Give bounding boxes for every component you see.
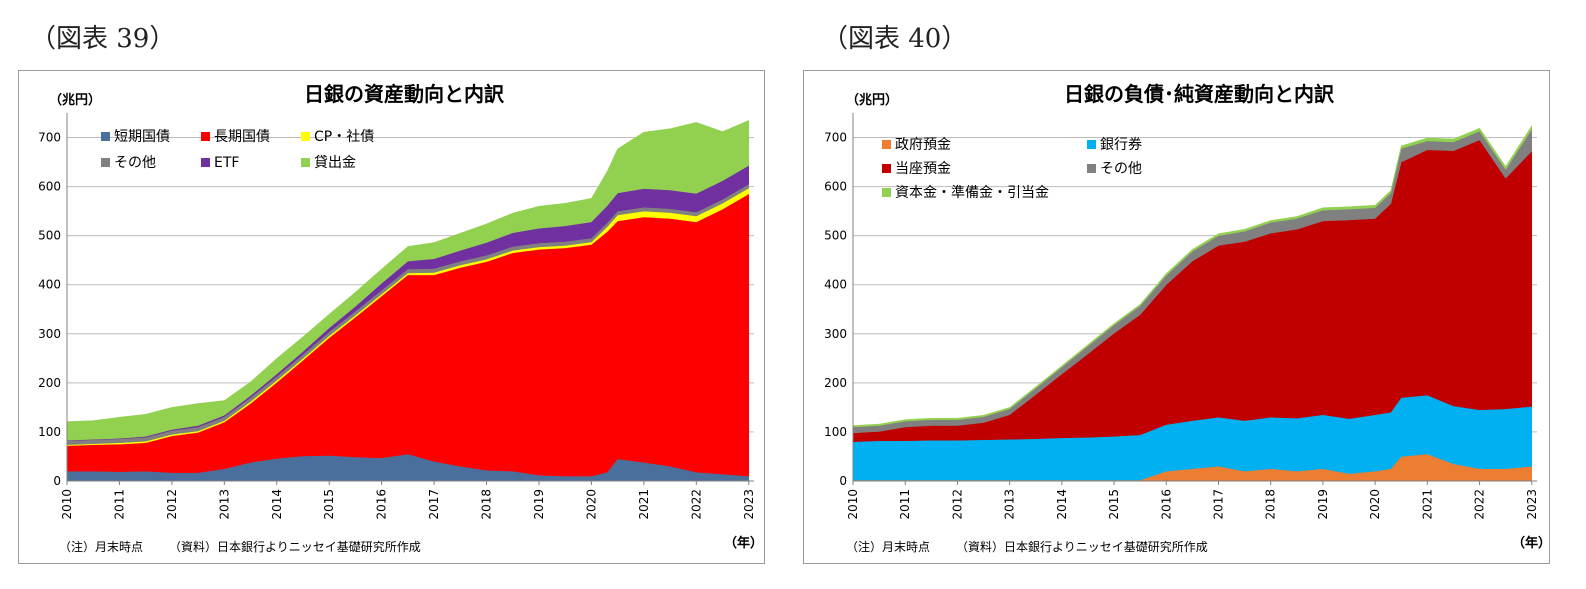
chart-panel-assets: 日銀の資産動向と内訳 （兆円） （年） （注）月末時点 （資料）日本銀行よりニッ… [18, 70, 765, 564]
legend-label: 貸出金 [314, 155, 356, 171]
y-tick-label: 200 [824, 376, 847, 390]
legend-label: 短期国債 [114, 129, 170, 145]
figure-label-40: （図表 40） [822, 24, 968, 54]
x-tick-label: 2022 [1473, 489, 1487, 520]
y-tick-label: 700 [824, 131, 847, 145]
legend-label: その他 [114, 155, 156, 171]
legend-label: 長期国債 [214, 129, 270, 145]
x-tick-label: 2015 [1107, 489, 1121, 520]
assets-stacked-area-chart: 日銀の資産動向と内訳 （兆円） （年） （注）月末時点 （資料）日本銀行よりニッ… [38, 82, 763, 554]
figure-label-39: （図表 39） [30, 24, 176, 54]
area-資本金・準備金・引当金 [852, 124, 1533, 428]
legend-swatch [301, 158, 310, 167]
legend-swatch [882, 140, 891, 149]
legend-label: 資本金・準備金・引当金 [895, 185, 1049, 201]
area-series [852, 124, 1533, 482]
legend-label: 政府預金 [895, 137, 951, 153]
x-tick-label: 2017 [1211, 489, 1225, 520]
footnote: （注）月末時点 [59, 539, 143, 554]
chart-title: 日銀の負債･純資産動向と内訳 [1064, 82, 1335, 106]
legend-swatch [1087, 164, 1096, 173]
x-axis-label: （年） [1512, 535, 1549, 551]
y-tick-label: 600 [38, 180, 61, 194]
x-tick-label: 2011 [898, 489, 912, 520]
x-tick-label: 2010 [846, 489, 860, 520]
x-axis-label: （年） [724, 535, 763, 551]
y-axis-label: （兆円） [49, 92, 101, 108]
legend-swatch [101, 132, 110, 141]
x-tick-label: 2020 [584, 489, 598, 520]
y-tick-label: 300 [824, 327, 847, 341]
legend-label: 当座預金 [895, 161, 951, 177]
y-tick-label: 300 [38, 327, 61, 341]
x-tick-label: 2023 [742, 489, 756, 520]
x-tick-label: 2016 [1159, 489, 1173, 520]
x-tick-label: 2021 [1420, 489, 1434, 520]
x-tick-label: 2018 [1264, 489, 1278, 520]
legend-label: 銀行券 [1100, 137, 1142, 153]
x-tick-label: 2018 [480, 489, 494, 520]
legend-swatch [201, 132, 210, 141]
legend-swatch [882, 164, 891, 173]
x-tick-label: 2022 [689, 489, 703, 520]
y-tick-label: 100 [824, 425, 847, 439]
source-note: （資料）日本銀行よりニッセイ基礎研究所作成 [956, 539, 1208, 554]
legend-label: CP・社債 [314, 129, 374, 145]
x-tick-label: 2020 [1368, 489, 1382, 520]
x-tick-label: 2019 [1316, 489, 1330, 520]
y-tick-label: 400 [38, 278, 61, 292]
x-tick-label: 2023 [1525, 489, 1539, 520]
legend-swatch [1087, 140, 1096, 149]
source-note: （資料）日本銀行よりニッセイ基礎研究所作成 [169, 539, 421, 554]
x-tick-label: 2019 [532, 489, 546, 520]
y-tick-label: 400 [824, 278, 847, 292]
y-tick-label: 700 [38, 131, 61, 145]
y-tick-label: 500 [824, 229, 847, 243]
x-tick-label: 2014 [270, 489, 284, 520]
area-series [66, 119, 750, 482]
x-tick-label: 2014 [1055, 489, 1069, 520]
x-tick-label: 2011 [112, 489, 126, 520]
legend-swatch [101, 158, 110, 167]
x-tick-label: 2017 [427, 489, 441, 520]
legend-swatch [201, 158, 210, 167]
footnote: （注）月末時点 [846, 539, 930, 554]
chart-title: 日銀の資産動向と内訳 [304, 82, 505, 106]
area-貸出金 [66, 119, 750, 441]
y-tick-label: 100 [38, 425, 61, 439]
legend-swatch [882, 188, 891, 197]
x-tick-label: 2013 [1003, 489, 1017, 520]
legend-swatch [301, 132, 310, 141]
liabilities-stacked-area-chart: 日銀の負債･純資産動向と内訳 （兆円） （年） （注）月末時点 （資料）日本銀行… [824, 82, 1551, 554]
chart-panel-liabilities: 日銀の負債･純資産動向と内訳 （兆円） （年） （注）月末時点 （資料）日本銀行… [803, 70, 1551, 564]
y-tick-label: 0 [53, 474, 61, 488]
y-axis-label: （兆円） [846, 92, 898, 108]
x-tick-label: 2010 [60, 489, 74, 520]
y-tick-label: 500 [38, 229, 61, 243]
x-tick-label: 2013 [217, 489, 231, 520]
x-tick-label: 2012 [950, 489, 964, 520]
y-tick-label: 200 [38, 376, 61, 390]
legend-label: ETF [214, 155, 239, 171]
y-tick-label: 600 [824, 180, 847, 194]
x-tick-label: 2021 [637, 489, 651, 520]
x-tick-label: 2016 [375, 489, 389, 520]
y-tick-label: 0 [839, 474, 847, 488]
x-tick-label: 2015 [322, 489, 336, 520]
x-tick-label: 2012 [165, 489, 179, 520]
legend-label: その他 [1100, 161, 1142, 177]
